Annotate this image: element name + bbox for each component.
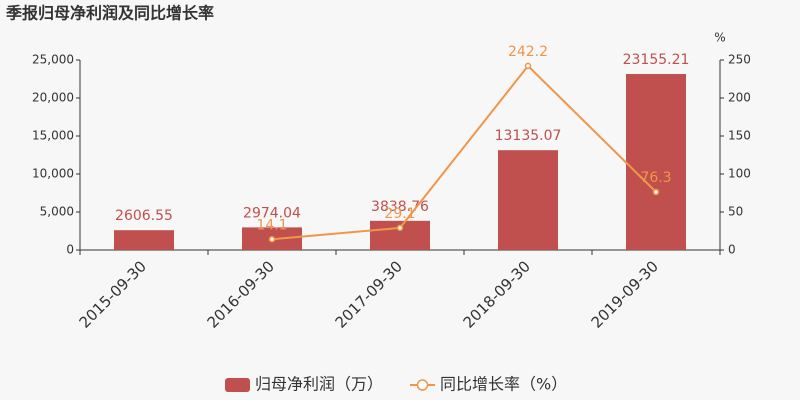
y-tick-label: 20,000 xyxy=(32,91,74,105)
legend-label: 归母净利润（万） xyxy=(255,375,383,394)
bar-value-label: 2606.55 xyxy=(115,208,173,224)
y-tick-label: 10,000 xyxy=(32,167,74,181)
line-point xyxy=(396,224,404,232)
line-value-label: 76.3 xyxy=(640,170,671,186)
y-tick-label: 25,000 xyxy=(32,53,74,67)
y2-tick-label: 150 xyxy=(728,129,751,143)
x-tick-label: 2018-09-30 xyxy=(460,257,534,331)
line-value-label: 14.1 xyxy=(256,217,287,233)
bar-value-label: 23155.21 xyxy=(623,52,690,68)
y-tick-label: 0 xyxy=(66,243,74,257)
bar xyxy=(114,230,174,250)
line-point xyxy=(524,62,532,70)
legend-swatch xyxy=(225,378,250,392)
y2-tick-label: 200 xyxy=(728,91,751,105)
y-tick-label: 5,000 xyxy=(40,205,74,219)
line-value-label: 29.1 xyxy=(384,206,415,222)
y2-tick-label: 0 xyxy=(728,243,736,257)
line xyxy=(271,64,657,241)
x-tick-label: 2015-09-30 xyxy=(76,257,150,331)
y2-tick-label: 50 xyxy=(728,205,743,219)
legend-label: 同比增长率（%） xyxy=(440,375,567,394)
y-tick-label: 15,000 xyxy=(32,129,74,143)
line-point xyxy=(652,188,660,196)
y2-tick-label: 250 xyxy=(728,53,751,67)
x-tick-label: 2017-09-30 xyxy=(332,257,406,331)
line-point xyxy=(268,236,276,243)
chart-title: 季报归母净利润及同比增长率 xyxy=(5,4,214,23)
bar xyxy=(498,150,558,250)
legend-swatch xyxy=(416,379,429,391)
y2-axis-label: % xyxy=(714,31,725,45)
bar xyxy=(626,74,686,250)
x-tick-label: 2016-09-30 xyxy=(204,257,278,331)
line-value-label: 242.2 xyxy=(508,44,548,60)
bar-value-label: 13135.07 xyxy=(495,128,562,144)
bar-value-label: 2974.04 xyxy=(243,205,301,221)
x-tick-label: 2019-09-30 xyxy=(588,257,662,331)
y2-tick-label: 100 xyxy=(728,167,751,181)
